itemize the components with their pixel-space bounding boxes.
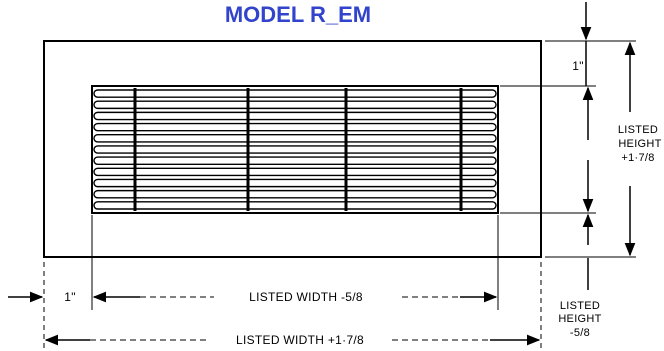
svg-text:HEIGHT: HEIGHT bbox=[558, 313, 601, 325]
inner-width-label: LISTED WIDTH -5/8 bbox=[249, 290, 363, 304]
grille-blade bbox=[93, 111, 497, 121]
outer-width-label: LISTED WIDTH +1·7/8 bbox=[236, 333, 364, 347]
grille-blade bbox=[93, 201, 497, 210]
left-margin-label: 1" bbox=[64, 290, 76, 304]
grille-blade bbox=[93, 122, 497, 132]
svg-text:LISTED: LISTED bbox=[560, 300, 600, 312]
grille-blade bbox=[93, 189, 497, 199]
grille-blade bbox=[93, 89, 497, 98]
grille-blade bbox=[93, 134, 497, 143]
svg-text:HEIGHT: HEIGHT bbox=[618, 138, 661, 150]
grille-blades bbox=[93, 89, 497, 210]
outer-frame bbox=[43, 40, 542, 258]
grille-blade bbox=[93, 145, 497, 154]
grille-blade bbox=[93, 156, 497, 165]
height-extension-lines bbox=[500, 40, 636, 258]
inner-height-label: LISTED HEIGHT -5/8 bbox=[558, 300, 601, 339]
svg-text:+1·7/8: +1·7/8 bbox=[621, 152, 654, 164]
svg-text:-5/8: -5/8 bbox=[570, 327, 590, 339]
width-extension-lines bbox=[43, 215, 542, 348]
top-margin-label: 1" bbox=[572, 59, 584, 73]
grille-blade bbox=[93, 167, 497, 177]
outer-height-label: LISTED HEIGHT +1·7/8 bbox=[618, 124, 662, 164]
grille-blade bbox=[93, 100, 497, 110]
model-title: MODEL R_EM bbox=[225, 2, 371, 27]
grille-mullions bbox=[133, 88, 463, 211]
grille-face bbox=[91, 85, 499, 214]
svg-text:LISTED: LISTED bbox=[618, 124, 658, 136]
grille-blade bbox=[93, 178, 497, 188]
